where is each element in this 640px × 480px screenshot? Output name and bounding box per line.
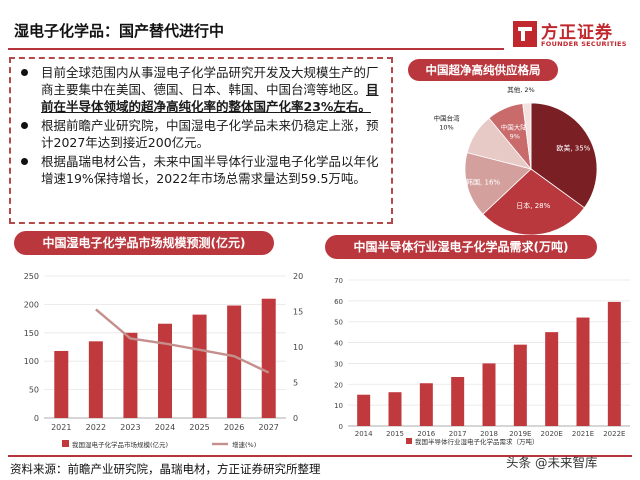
- bar: [88, 341, 103, 418]
- bar: [419, 383, 433, 426]
- y-tick-label: 150: [24, 329, 39, 338]
- pie-slice: [464, 152, 532, 215]
- bar: [576, 317, 590, 426]
- y-tick-label: 0: [339, 423, 343, 431]
- bar: [261, 298, 276, 418]
- source-note: 资料来源：前瞻产业研究院，晶瑞电材，方正证券研究所整理: [10, 462, 321, 476]
- y-tick-label: 250: [24, 272, 39, 281]
- y-tick-label: 50: [334, 319, 343, 327]
- bullet-text: 根据前瞻产业研究院，中国湿电子化学品未来仍稳定上涨，预计2027年达到接近200…: [41, 118, 379, 150]
- bar: [451, 376, 465, 426]
- pie-label: 中国台湾: [434, 114, 461, 123]
- y-tick-label: 40: [334, 340, 343, 348]
- legend-label: 我国半导体行业湿电子化学品需求（万吨）: [415, 437, 539, 446]
- y-tick-label: 10: [334, 402, 343, 410]
- bullet-emphasis: 目前在半导体领域的超净高纯化率的整体国产化率23%左右。: [41, 82, 379, 114]
- y-tick-label: 70: [334, 277, 343, 285]
- pie-slice: [522, 102, 532, 170]
- y-tick-label: 200: [24, 300, 39, 309]
- pie-label: 其他, 2%: [507, 85, 534, 94]
- bullet-icon: [21, 122, 28, 129]
- founder-logo-icon: [513, 21, 537, 47]
- watermark: 头条 @未来智库: [506, 455, 598, 470]
- x-tick-label: 2020E: [541, 430, 563, 438]
- page-header: 湿电子化学品：国产替代进行中 方正证券 FOUNDER SECURITIES: [0, 0, 640, 52]
- bar: [513, 344, 527, 426]
- bar: [607, 301, 621, 426]
- y2-tick-label: 10: [293, 343, 303, 352]
- market-size-chart: 0 50 100 150 200 250 0 5 10 15 20 2021 2022 2023 2024 2…: [24, 272, 303, 449]
- y-tick-label: 100: [24, 357, 39, 366]
- supply-pie-panel: 中国超净高纯供应格局 欧美, 35% 日本, 28% 韩国, 16% 中国台湾 10% 中…: [396, 54, 636, 238]
- legend-label: 增速(%): [232, 440, 256, 449]
- bar: [357, 394, 371, 426]
- summary-bullet: 目前全球范围内从事湿电子化学品研究开发及大规模生产的厂商主要集中在美国、德国、日…: [21, 64, 383, 115]
- summary-bullet: 根据前瞻产业研究院，中国湿电子化学品未来仍稳定上涨，预计2027年达到接近200…: [21, 117, 383, 151]
- brand-name: 方正证券: [541, 23, 613, 43]
- pie-chart-title: 中国超净高纯供应格局: [408, 59, 558, 81]
- bar: [54, 350, 69, 418]
- y-tick-label: 20: [334, 381, 343, 389]
- x-tick-label: 2022E: [603, 430, 625, 438]
- brand-name-english: FOUNDER SECURITIES: [541, 40, 627, 48]
- x-tick-label: 2027: [259, 423, 279, 432]
- x-tick-label: 2026: [224, 423, 244, 432]
- bullet-text: 目前全球范围内从事湿电子化学品研究开发及大规模生产的厂商主要集中在美国、德国、日…: [41, 65, 379, 97]
- y2-tick-label: 5: [293, 379, 298, 388]
- pie-label: 中国大陆,: [501, 122, 529, 131]
- y2-tick-label: 0: [293, 414, 298, 423]
- bar: [123, 332, 138, 418]
- x-tick-label: 2018: [480, 430, 498, 438]
- bar: [192, 314, 207, 418]
- y2-tick-label: 15: [293, 308, 303, 317]
- footer-divider: [8, 455, 632, 457]
- bullet-text: 根据晶瑞电材公告，未来中国半导体行业湿电子化学品以年化增速19%保持增长，202…: [41, 154, 379, 186]
- legend-swatch-bar: [62, 440, 69, 447]
- x-tick-label: 2025: [189, 423, 209, 432]
- x-tick-label: 2024: [155, 423, 175, 432]
- growth-rate-line: [95, 308, 270, 374]
- y-tick-label: 0: [34, 414, 39, 423]
- x-tick-label: 2019E: [509, 430, 531, 438]
- y-tick-label: 30: [334, 360, 343, 368]
- header-divider: [8, 48, 504, 50]
- demand-chart: 0 10 20 30 40 50 60 70 2014 2015 2016 2017 2018 2019E…: [334, 277, 630, 446]
- bar: [388, 392, 402, 426]
- pie-value-label: 9%: [510, 132, 520, 140]
- x-tick-label: 2023: [120, 423, 140, 432]
- demand-chart-title: 中国半导体行业湿电子化学品需求(万吨): [325, 235, 597, 259]
- bar: [482, 363, 496, 426]
- bullet-icon: [21, 69, 28, 76]
- x-tick-label: 2021: [51, 423, 71, 432]
- x-tick-label: 2014: [355, 430, 373, 438]
- summary-box: 目前全球范围内从事湿电子化学品研究开发及大规模生产的厂商主要集中在美国、德国、日…: [9, 57, 393, 224]
- x-tick-label: 2021E: [572, 430, 594, 438]
- legend-swatch-bar: [406, 438, 412, 444]
- x-tick-label: 2022: [86, 423, 106, 432]
- x-tick-label: 2015: [386, 430, 404, 438]
- legend-label: 我国湿电子化学品市场规模(亿元): [72, 440, 168, 449]
- pie-slice: [530, 102, 598, 209]
- x-tick-label: 2016: [417, 430, 435, 438]
- pie-label: 韩国, 16%: [466, 177, 500, 186]
- bullet-icon: [21, 158, 28, 165]
- summary-bullet: 根据晶瑞电材公告，未来中国半导体行业湿电子化学品以年化增速19%保持增长，202…: [21, 153, 383, 187]
- page-title: 湿电子化学品：国产替代进行中: [14, 22, 225, 40]
- pie-slice: [482, 168, 585, 236]
- bar: [158, 323, 172, 418]
- bar: [545, 332, 559, 426]
- market-size-chart-title: 中国湿电子化学品市场规模预测(亿元): [14, 231, 274, 255]
- x-tick-label: 2017: [449, 430, 467, 438]
- pie-value-label: 10%: [439, 124, 453, 132]
- pie-label: 欧美, 35%: [556, 143, 590, 152]
- y-tick-label: 50: [29, 386, 39, 395]
- y2-tick-label: 20: [293, 272, 303, 281]
- y-tick-label: 60: [334, 298, 343, 306]
- bar: [227, 305, 242, 418]
- pie-label: 日本, 28%: [516, 201, 550, 210]
